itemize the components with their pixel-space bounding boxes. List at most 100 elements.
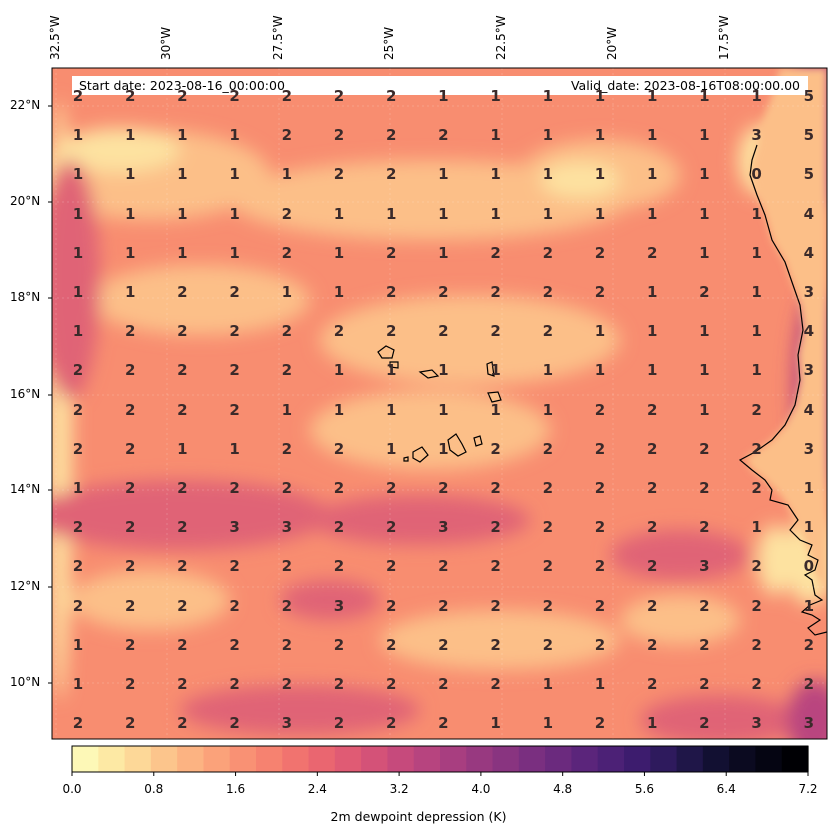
grid-value: 2 [385, 675, 397, 693]
grid-value: 1 [490, 126, 501, 145]
grid-value: 2 [542, 635, 554, 654]
grid-value: 2 [385, 165, 397, 184]
grid-value: 3 [281, 518, 293, 537]
grid-value: 3 [803, 714, 815, 733]
grid-value: 2 [177, 322, 188, 341]
grid-value: 2 [281, 87, 293, 105]
grid-value: 2 [177, 479, 188, 497]
grid-value: 1 [438, 204, 449, 223]
grid-value: 2 [229, 479, 240, 497]
grid-value: 2 [281, 596, 293, 615]
colorbar-tick-label: 4.8 [553, 782, 573, 796]
lon-label: 32.5°W [48, 15, 62, 60]
colorbar-segment [308, 746, 336, 772]
grid-value: 2 [281, 126, 293, 145]
grid-value: 2 [751, 400, 762, 419]
lat-label: 16°N [10, 387, 41, 401]
grid-value: 1 [333, 283, 345, 301]
coastline [738, 144, 827, 636]
grid-value: 2 [646, 400, 658, 419]
grid-value: 2 [177, 635, 188, 654]
grid-value: 2 [542, 439, 554, 458]
grid-value: 2 [333, 714, 345, 733]
grid-value: 2 [281, 675, 293, 693]
grid-value: 2 [594, 243, 606, 262]
grid-value: 1 [594, 204, 606, 223]
grid-value: 1 [177, 243, 188, 262]
lat-label: 22°N [10, 98, 41, 112]
grid-value: 1 [333, 361, 345, 380]
grid-value: 4 [803, 243, 815, 262]
grid-value: 1 [72, 322, 84, 341]
valid-date-label: Valid_date: 2023-08-16T08:00:00.00 [570, 78, 800, 93]
grid-value: 2 [229, 322, 240, 341]
colorbar-segment [150, 746, 178, 772]
grid-value: 5 [803, 126, 815, 145]
grid-value: 1 [542, 204, 554, 223]
grid-value: 2 [438, 479, 449, 497]
grid-value: 0 [751, 165, 762, 184]
grid-value: 2 [490, 635, 501, 654]
grid-value: 2 [751, 635, 762, 654]
grid-value: 1 [594, 361, 606, 380]
grid-value: 1 [542, 361, 554, 380]
grid-value: 2 [385, 283, 397, 301]
grid-value: 2 [177, 714, 188, 733]
grid-value: 1 [751, 361, 762, 380]
dewpoint-field [52, 68, 827, 739]
grid-value: 2 [385, 87, 397, 105]
grid-value: 2 [594, 439, 606, 458]
grid-value: 2 [385, 596, 397, 615]
grid-value: 3 [803, 361, 815, 380]
grid-value: 2 [72, 518, 84, 537]
colorbar-segment [781, 746, 809, 772]
lat-label: 12°N [10, 579, 41, 593]
grid-value: 2 [751, 479, 762, 497]
grid-value: 2 [594, 283, 606, 301]
grid-value: 1 [177, 204, 188, 223]
grid-value: 2 [438, 714, 449, 733]
lat-label: 18°N [10, 290, 41, 304]
grid-value: 2 [124, 675, 136, 693]
grid-value: 1 [699, 400, 710, 419]
grid-value: 2 [699, 479, 710, 497]
grid-value: 1 [542, 675, 554, 693]
grid-value: 2 [594, 518, 606, 537]
grid-value: 2 [438, 596, 449, 615]
grid-value: 2 [646, 243, 658, 262]
grid-value: 2 [281, 322, 293, 341]
grid-value: 1 [646, 204, 658, 223]
colorbar-segment [387, 746, 415, 772]
grid-value: 2 [124, 557, 136, 576]
grid-value: 2 [177, 400, 188, 419]
grid-value: 2 [281, 243, 293, 262]
grid-value: 2 [281, 557, 293, 576]
grid-value: 2 [385, 635, 397, 654]
grid-value: 1 [490, 361, 501, 380]
grid-value: 1 [72, 243, 84, 262]
grid-value: 2 [281, 479, 293, 497]
grid-value: 2 [229, 557, 240, 576]
grid-value: 2 [124, 635, 136, 654]
grid-value: 3 [281, 714, 293, 733]
grid-value: 2 [385, 243, 397, 262]
grid-value: 1 [594, 87, 606, 105]
grid-value: 2 [229, 283, 240, 301]
lat-ticks [48, 105, 52, 684]
grid-value: 2 [333, 165, 345, 184]
grid-value: 1 [281, 165, 293, 184]
grid-value: 2 [72, 87, 84, 105]
grid-value: 2 [177, 361, 188, 380]
colorbar [72, 746, 809, 772]
grid-value: 2 [229, 596, 240, 615]
grid-value: 1 [385, 361, 397, 380]
grid-value: 1 [490, 165, 501, 184]
grid-value: 1 [699, 204, 710, 223]
colorbar-segment [702, 746, 730, 772]
grid-value: 1 [229, 439, 240, 458]
grid-value: 2 [333, 479, 345, 497]
grid-value: 2 [490, 243, 501, 262]
grid-value: 1 [751, 283, 762, 301]
grid-value: 2 [699, 439, 710, 458]
grid-value: 2 [229, 635, 240, 654]
